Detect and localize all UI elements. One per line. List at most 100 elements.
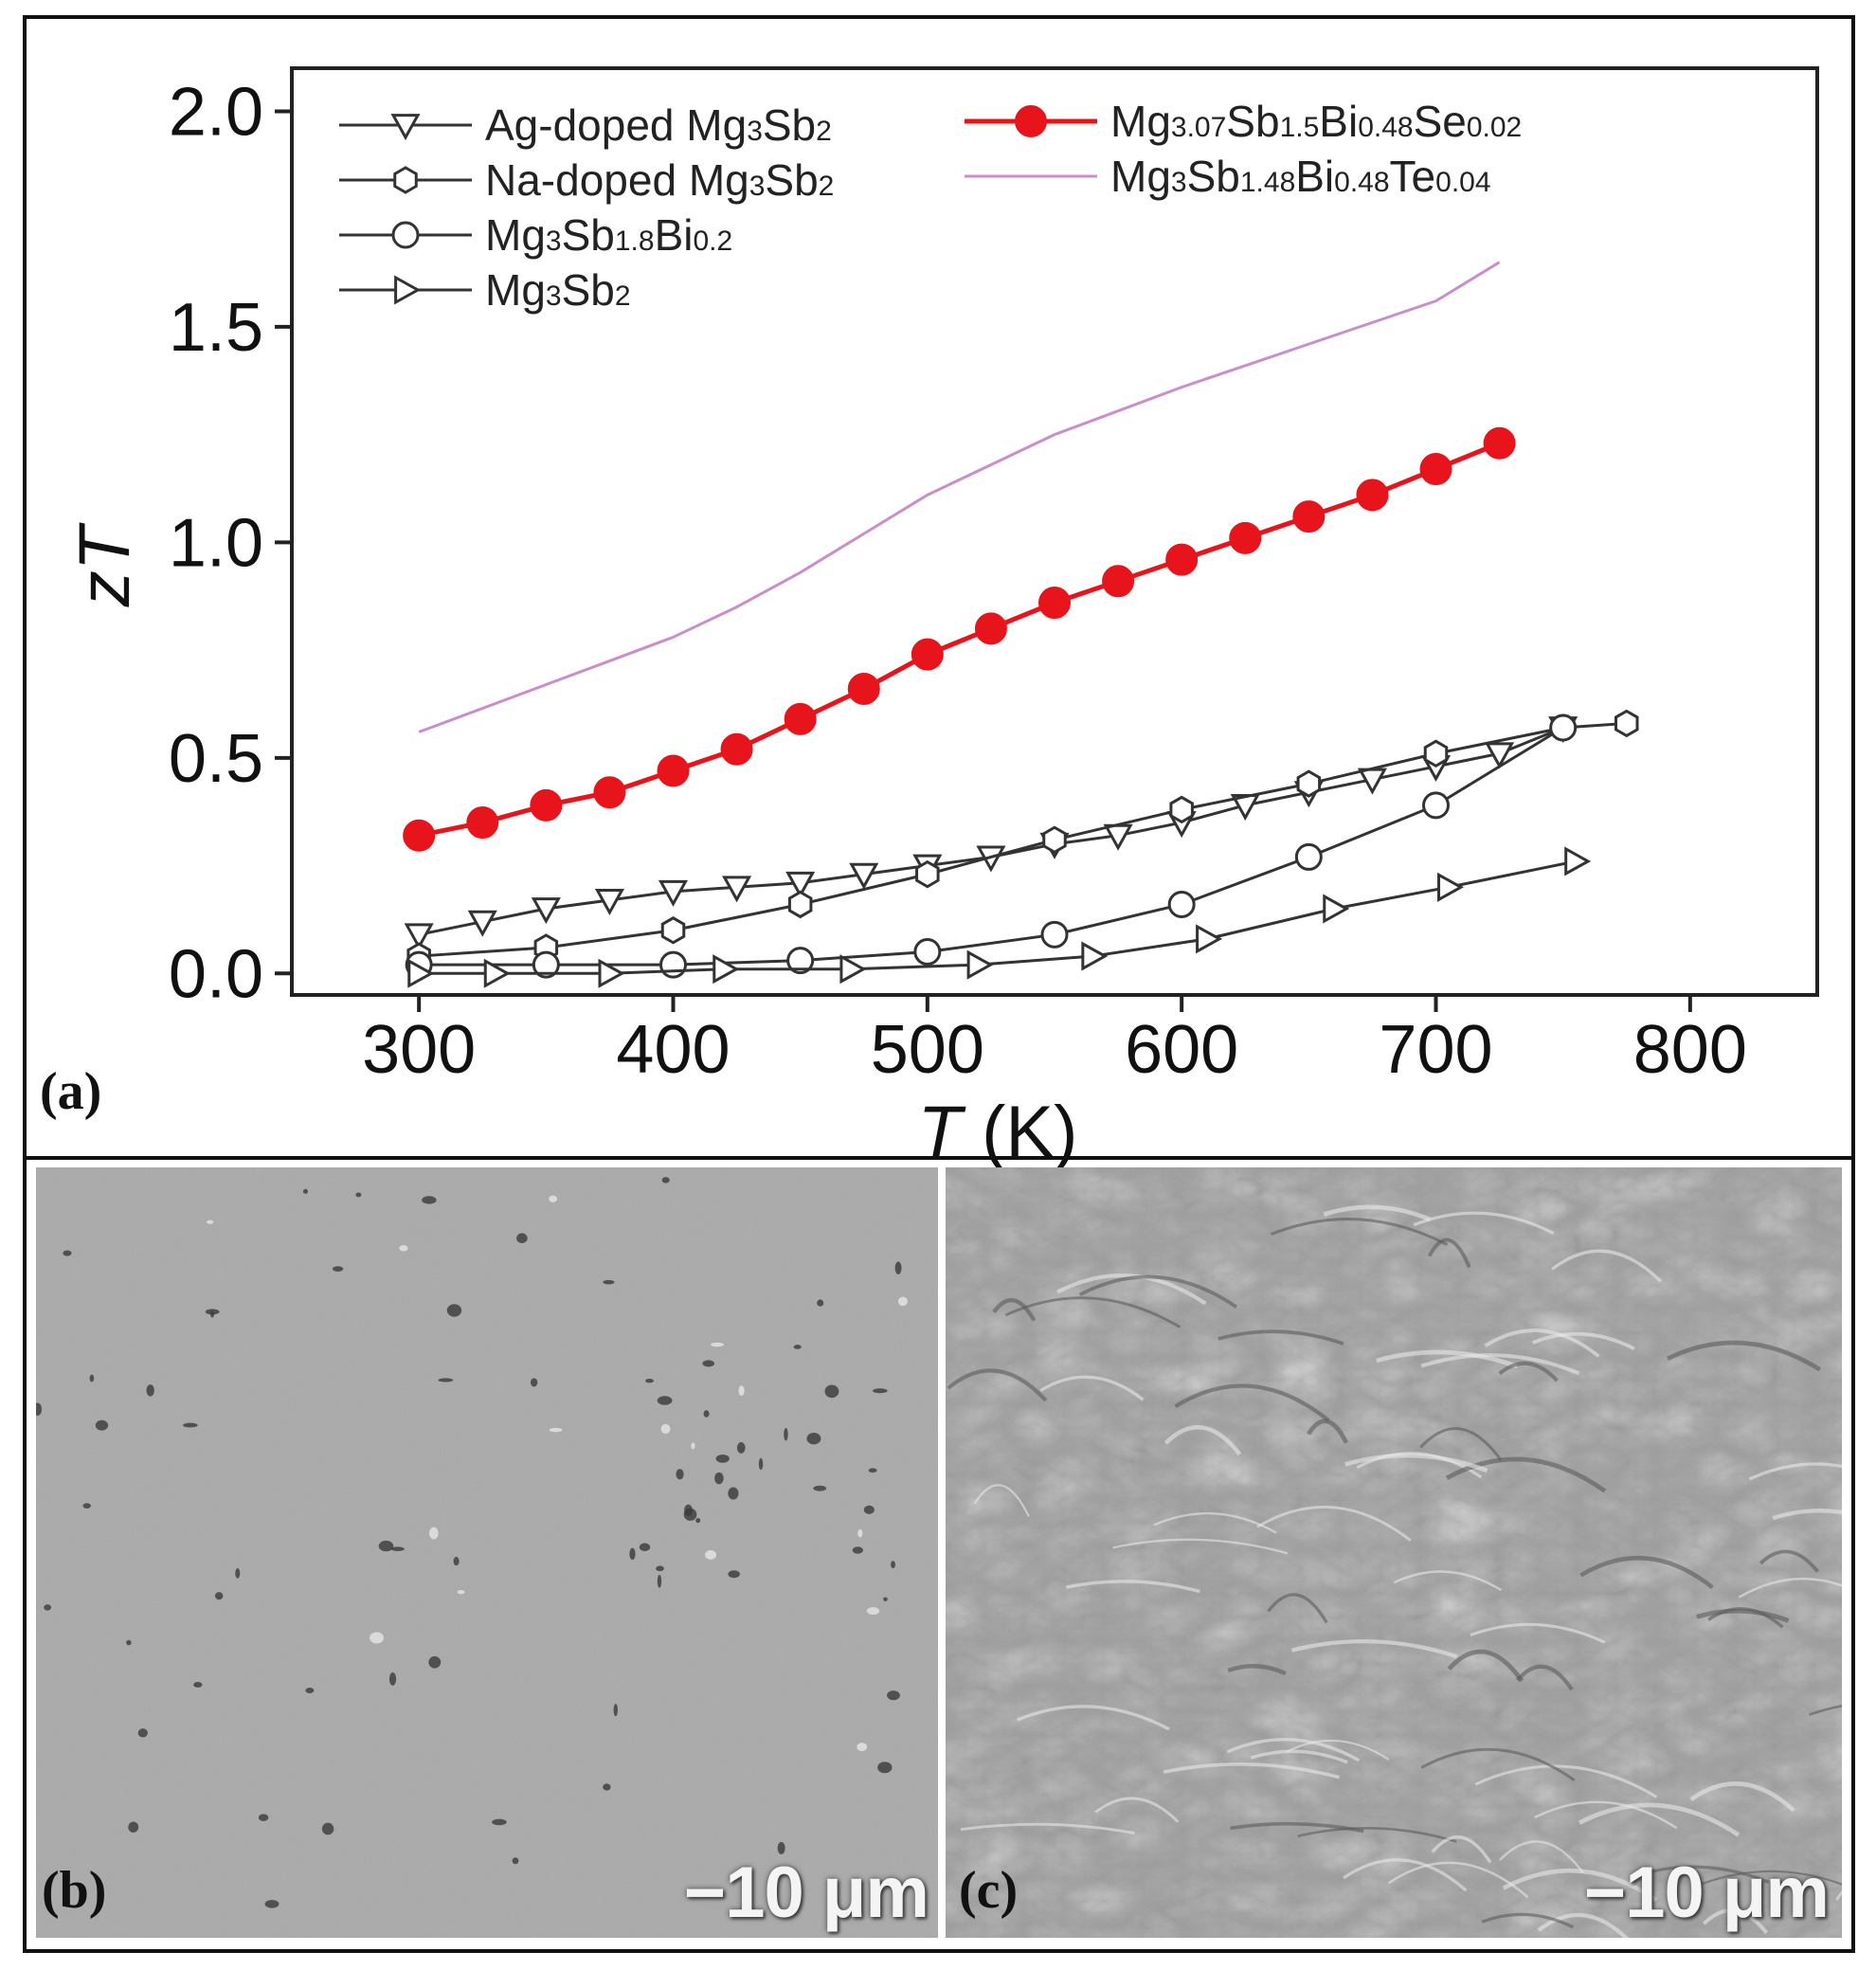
legend-marker-1 bbox=[393, 166, 418, 194]
y-axis-label: zT bbox=[64, 522, 145, 607]
sem-texture-b bbox=[36, 1167, 938, 1938]
sem-facet-edge bbox=[1250, 1749, 1348, 1764]
sem-pore bbox=[784, 1427, 788, 1441]
sem-pore bbox=[868, 1468, 877, 1473]
sem-pore bbox=[302, 1188, 309, 1194]
legend-label-part: Mg bbox=[485, 210, 546, 260]
series-point-0 bbox=[1485, 742, 1515, 769]
sem-pore bbox=[639, 1543, 651, 1551]
sem-pore bbox=[36, 1402, 43, 1416]
legend-label-part: Sb bbox=[562, 210, 615, 260]
sem-facet-edge bbox=[1499, 1840, 1584, 1874]
sem-pore bbox=[264, 1899, 280, 1908]
sem-facet-edge bbox=[1218, 1329, 1344, 1346]
sem-pore bbox=[824, 1384, 839, 1399]
legend-label-part: 2 bbox=[819, 171, 835, 202]
sem-pore bbox=[390, 1546, 405, 1551]
sem-pore bbox=[214, 1592, 224, 1600]
legend-label-part: Mg bbox=[1110, 97, 1171, 146]
sem-pore bbox=[684, 1504, 693, 1516]
sem-pore bbox=[128, 1821, 139, 1833]
sem-pore bbox=[728, 1487, 739, 1500]
sem-facet-edge bbox=[1748, 1462, 1842, 1481]
panel-label-a: (a) bbox=[40, 1062, 102, 1121]
sem-facet-edge bbox=[1016, 1705, 1170, 1731]
series-point-1 bbox=[787, 890, 813, 919]
sem-pore bbox=[428, 1527, 439, 1540]
sem-facet-edge bbox=[1344, 1453, 1488, 1473]
series-line-5 bbox=[418, 261, 1501, 733]
legend-label-part: 0.04 bbox=[1435, 167, 1490, 198]
legend-label-part: 2 bbox=[816, 116, 832, 147]
sem-facet-edge bbox=[1537, 1913, 1629, 1938]
sem-facet-edge bbox=[1431, 1835, 1492, 1864]
sem-pore bbox=[399, 1244, 408, 1252]
legend-label-part: Bi bbox=[1295, 152, 1334, 201]
legend-label-2: Mg3Sb1.8Bi0.2 bbox=[485, 210, 732, 260]
series-point-4 bbox=[593, 776, 626, 809]
series-point-3 bbox=[1437, 872, 1465, 902]
sem-pore bbox=[530, 1378, 538, 1387]
sem-pore bbox=[63, 1250, 72, 1256]
y-tick-label: 0.5 bbox=[169, 721, 263, 797]
sem-facet-edge bbox=[1532, 1331, 1635, 1351]
panel-divider bbox=[27, 1156, 1851, 1160]
sem-pore bbox=[603, 1279, 615, 1285]
legend-label-part: Mg bbox=[1110, 152, 1171, 201]
sem-pore bbox=[817, 1299, 824, 1307]
series-point-2 bbox=[1040, 920, 1069, 949]
legend-label-0: Ag-doped Mg3Sb2 bbox=[485, 100, 832, 150]
series-line-3 bbox=[419, 859, 1577, 975]
sem-facet-edge bbox=[1578, 1802, 1741, 1837]
legend-label-part: 3 bbox=[546, 280, 562, 312]
sem-pore bbox=[457, 1589, 465, 1595]
series-point-0 bbox=[785, 871, 816, 898]
sem-pore bbox=[657, 1574, 662, 1588]
sem-pore bbox=[657, 1396, 673, 1405]
series-point-3 bbox=[966, 949, 994, 980]
series-point-2 bbox=[659, 950, 687, 979]
series-point-4 bbox=[1165, 543, 1199, 576]
series-point-4 bbox=[784, 702, 817, 735]
scale-bar-b: −10 μm bbox=[683, 1853, 929, 1933]
y-tick-label: 2.0 bbox=[169, 74, 263, 150]
sem-facet-edge bbox=[1112, 1538, 1289, 1555]
sem-pore bbox=[453, 1556, 460, 1566]
sem-facet-edge bbox=[992, 1297, 1037, 1322]
series-point-4 bbox=[1483, 426, 1516, 460]
series-point-1 bbox=[1042, 825, 1067, 854]
y-tick-label: 1.5 bbox=[169, 290, 263, 366]
sem-facet-edge bbox=[1484, 1328, 1600, 1358]
sem-facet-edge bbox=[1286, 1739, 1390, 1761]
x-axis-label-symbol: T bbox=[918, 1092, 983, 1172]
sem-facet-edge bbox=[1419, 1427, 1503, 1461]
sem-facet-edge bbox=[1420, 1353, 1580, 1376]
panel-label-c: (c) bbox=[959, 1861, 1019, 1920]
sem-facet-edge bbox=[1666, 1340, 1822, 1372]
legend-label-part: Sb bbox=[765, 155, 818, 205]
sem-pore bbox=[206, 1220, 214, 1224]
sem-facet-edge bbox=[1481, 1912, 1574, 1929]
sem-facet-edge bbox=[1772, 1509, 1842, 1521]
x-tick-label: 300 bbox=[362, 1012, 476, 1088]
sem-pores-b bbox=[36, 1177, 909, 1913]
sem-pore bbox=[137, 1728, 148, 1738]
scale-bar-c: −10 μm bbox=[1583, 1853, 1830, 1933]
legend-label-part: 0.48 bbox=[1334, 167, 1389, 198]
sem-image-b: (b) −10 μm bbox=[36, 1167, 938, 1938]
sem-facet-edge bbox=[1738, 1577, 1842, 1599]
sem-pore bbox=[613, 1704, 618, 1717]
series-point-2 bbox=[1294, 842, 1323, 871]
y-tick-label: 0.0 bbox=[169, 936, 263, 1012]
sem-facet-edge bbox=[1056, 1273, 1207, 1306]
sem-facet-edge bbox=[1094, 1797, 1180, 1823]
sem-facet-edge bbox=[1420, 1747, 1576, 1781]
sem-facet-edge bbox=[1470, 1622, 1606, 1644]
series-point-4 bbox=[911, 638, 944, 671]
sem-pore bbox=[549, 1427, 563, 1433]
x-axis-label-unit: (K) bbox=[982, 1092, 1077, 1172]
sem-pore bbox=[258, 1814, 269, 1821]
sem-pore bbox=[549, 1195, 558, 1202]
sem-facet-edge bbox=[1579, 1555, 1714, 1589]
series-point-1 bbox=[1296, 769, 1322, 798]
